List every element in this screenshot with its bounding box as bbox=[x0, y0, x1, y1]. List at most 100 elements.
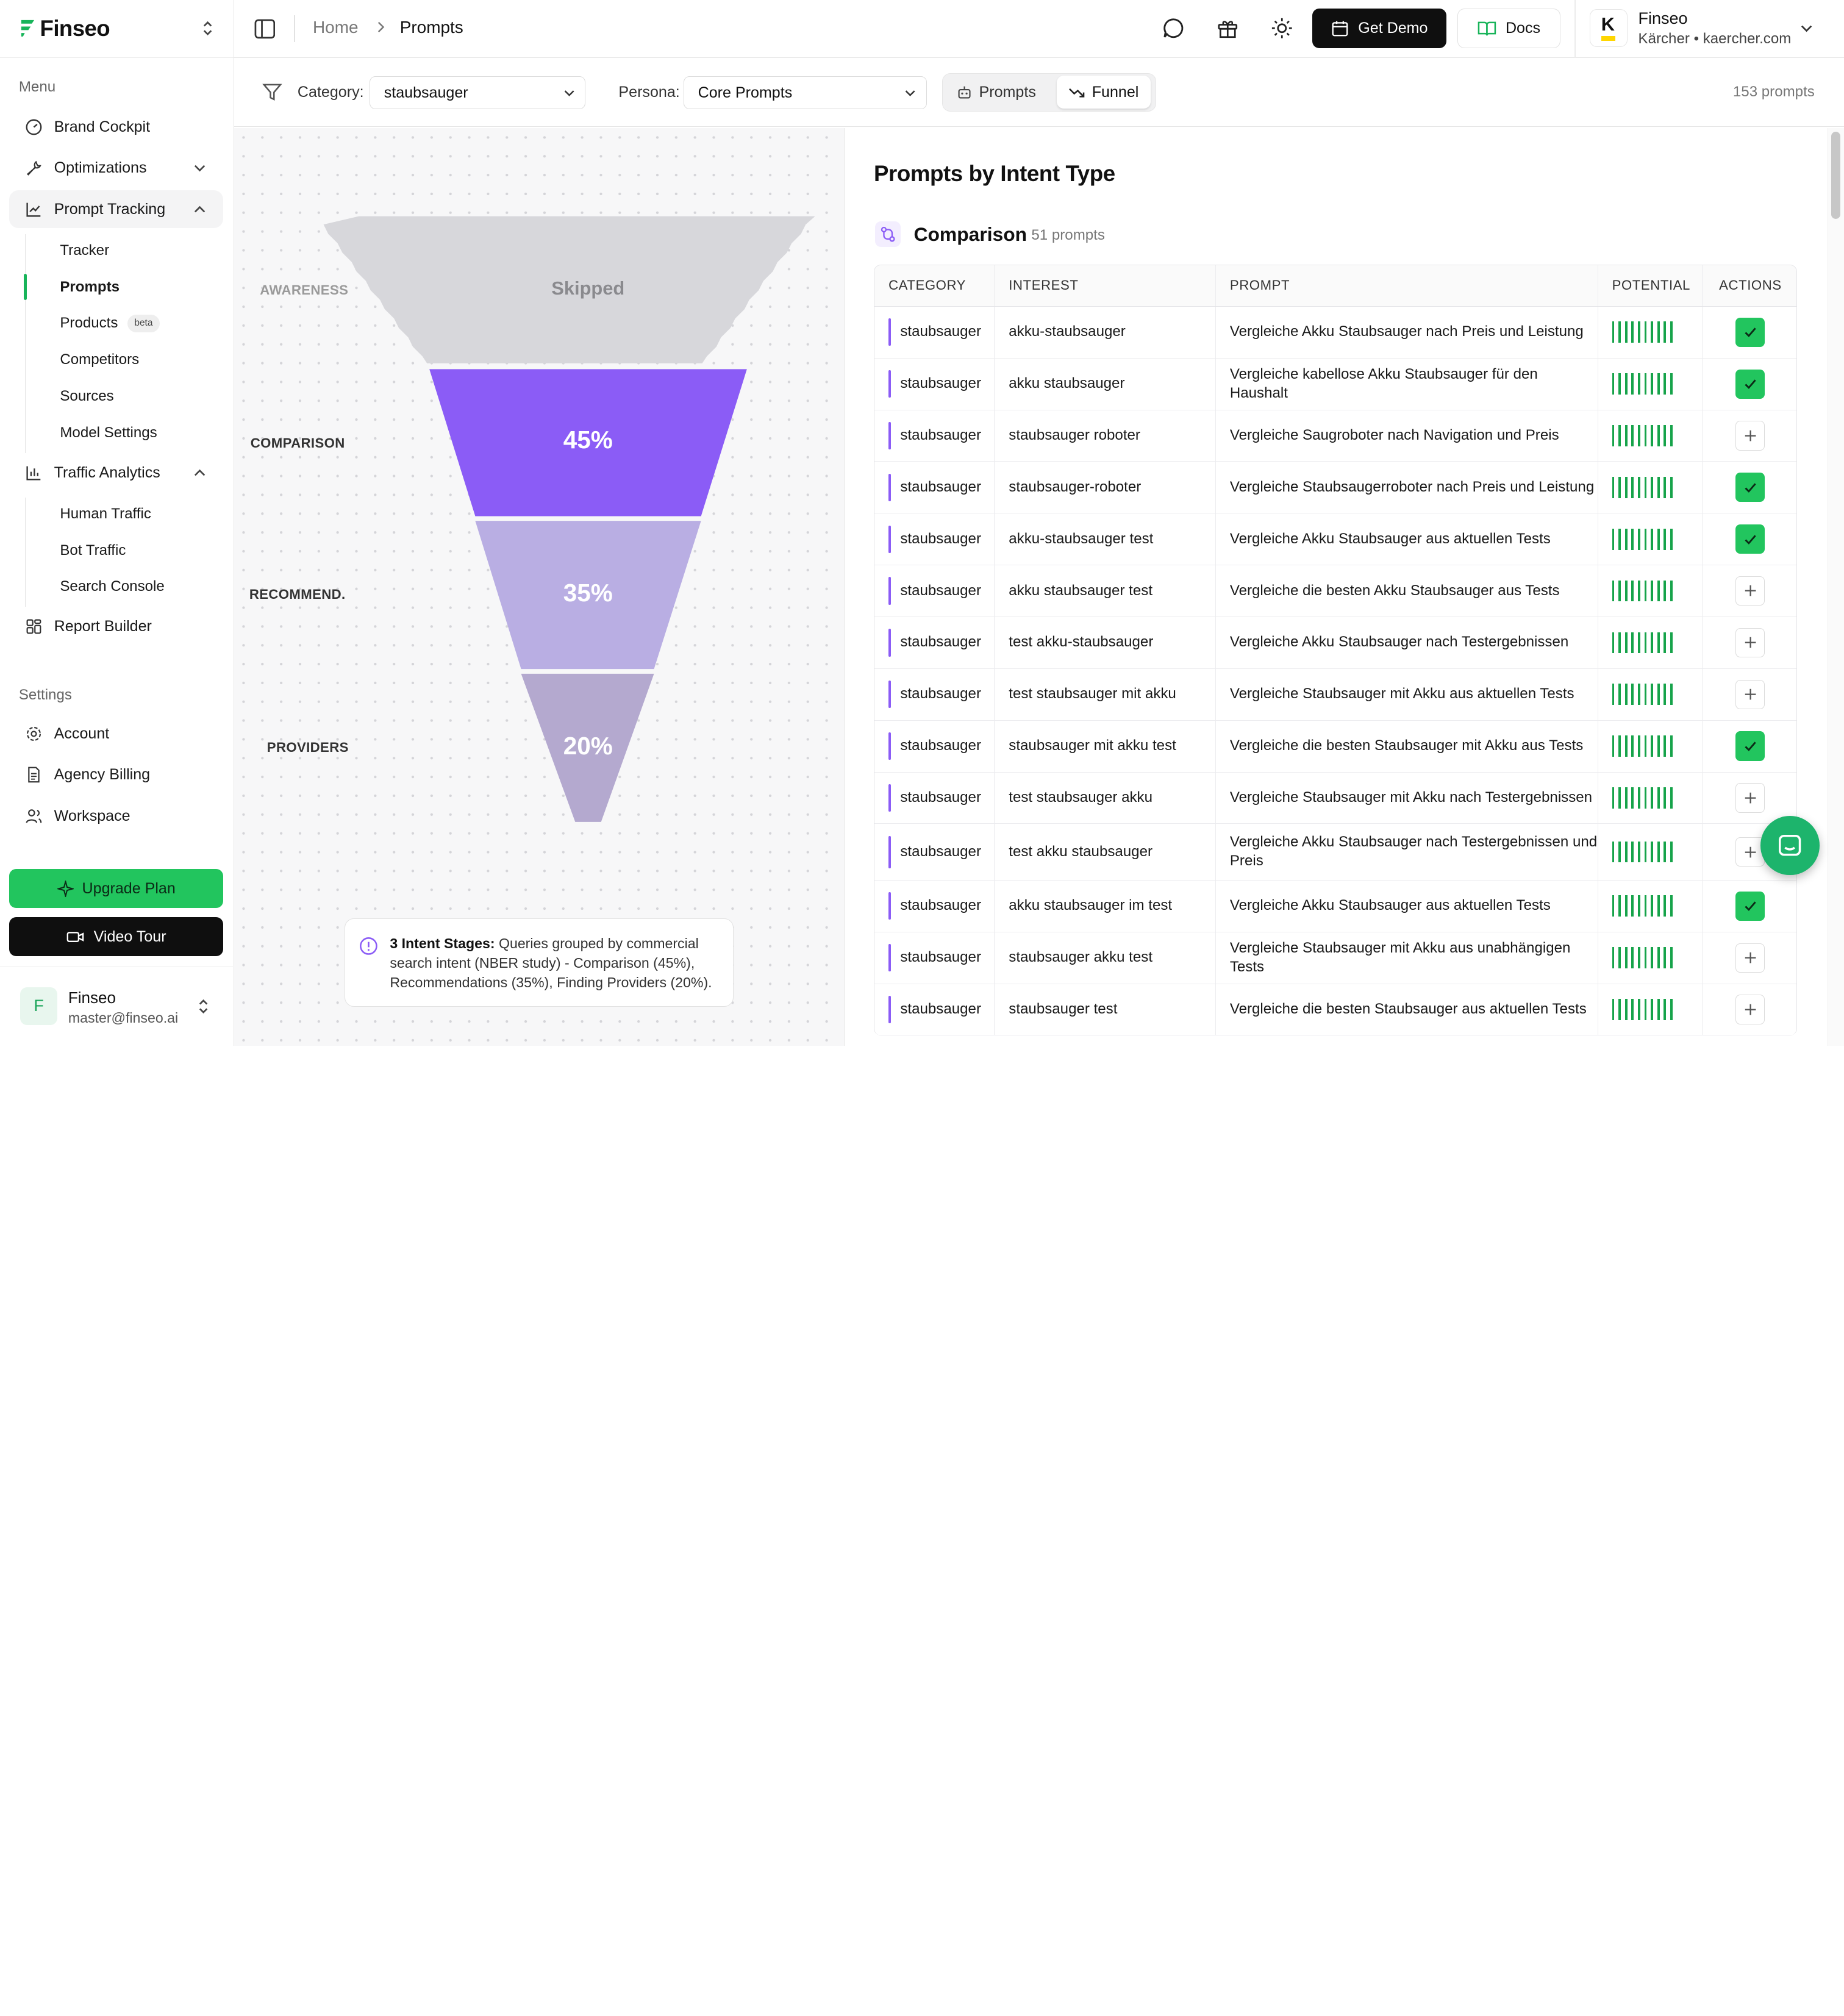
column-header-prompt[interactable]: PROMPT bbox=[1215, 265, 1598, 307]
docs-button[interactable]: Docs bbox=[1457, 8, 1561, 49]
support-chat-button[interactable] bbox=[1760, 816, 1820, 875]
column-header-interest[interactable]: INTEREST bbox=[994, 265, 1216, 307]
sidebar-item-brand-cockpit[interactable]: Brand Cockpit bbox=[9, 108, 223, 146]
potential-bar bbox=[1664, 373, 1667, 395]
add-prompt-button[interactable] bbox=[1735, 627, 1765, 657]
potential-meter bbox=[1612, 632, 1703, 654]
divider bbox=[1574, 0, 1576, 58]
category-value: staubsauger bbox=[384, 84, 468, 101]
sidebar-item-model-settings[interactable]: Model Settings bbox=[60, 424, 157, 441]
sidebar-item-competitors[interactable]: Competitors bbox=[60, 351, 140, 368]
potential-bar bbox=[1631, 841, 1634, 863]
sidebar-item-search-console[interactable]: Search Console bbox=[60, 578, 165, 595]
check-icon bbox=[1745, 534, 1756, 545]
get-demo-button[interactable]: Get Demo bbox=[1312, 8, 1447, 49]
sidebar-item-prompts[interactable]: Prompts bbox=[60, 278, 120, 295]
potential-bar bbox=[1638, 684, 1640, 706]
sidebar-item-sources[interactable]: Sources bbox=[60, 387, 114, 404]
add-prompt-button[interactable] bbox=[1735, 995, 1765, 1024]
add-prompt-button[interactable] bbox=[1735, 576, 1765, 606]
gift-icon[interactable] bbox=[1216, 16, 1240, 40]
app-root: Finseo Menu Brand Cockpit Optimizations bbox=[0, 0, 1844, 1046]
cell-category: staubsauger bbox=[874, 306, 995, 359]
potential-bar bbox=[1644, 841, 1647, 863]
potential-bar bbox=[1670, 841, 1673, 863]
potential-bar bbox=[1657, 841, 1660, 863]
potential-bar bbox=[1644, 947, 1647, 969]
stage-value-awareness: Skipped bbox=[551, 277, 625, 299]
robot-icon bbox=[958, 86, 971, 99]
user-menu[interactable]: F Finseo master@finseo.ai bbox=[0, 967, 233, 1045]
sidebar-item-account[interactable]: Account bbox=[9, 715, 223, 753]
scrollbar[interactable] bbox=[1828, 128, 1844, 1046]
sidebar-item-agency-billing[interactable]: Agency Billing bbox=[9, 756, 223, 794]
plus-icon bbox=[1745, 1004, 1756, 1015]
added-check-button[interactable] bbox=[1735, 369, 1765, 399]
cell-potential bbox=[1598, 772, 1703, 824]
table-header: CATEGORY INTEREST PROMPT POTENTIAL ACTIO… bbox=[874, 265, 1796, 307]
added-check-button[interactable] bbox=[1735, 731, 1765, 761]
brand-header[interactable]: Finseo bbox=[0, 0, 234, 58]
sidebar-item-bot-traffic[interactable]: Bot Traffic bbox=[60, 542, 126, 559]
workspace-switch-icon[interactable] bbox=[201, 19, 215, 38]
sidebar-item-products[interactable]: Products beta bbox=[60, 312, 160, 335]
potential-bar bbox=[1651, 895, 1654, 917]
sidebar-item-human-traffic[interactable]: Human Traffic bbox=[60, 505, 151, 522]
cell-actions bbox=[1702, 565, 1796, 617]
breadcrumb-home[interactable]: Home bbox=[312, 17, 359, 37]
add-prompt-button[interactable] bbox=[1735, 837, 1765, 867]
upgrade-plan-button[interactable]: Upgrade Plan bbox=[9, 869, 224, 908]
scrollbar-thumb[interactable] bbox=[1831, 131, 1841, 219]
sidebar-item-workspace[interactable]: Workspace bbox=[9, 798, 223, 835]
sidebar-item-label: Account bbox=[54, 724, 110, 742]
sidebar-item-report-builder[interactable]: Report Builder bbox=[9, 608, 223, 646]
sidebar-item-tracker[interactable]: Tracker bbox=[60, 241, 110, 259]
potential-bar bbox=[1664, 841, 1667, 863]
tab-funnel[interactable]: Funnel bbox=[1056, 76, 1151, 109]
cell-potential bbox=[1598, 932, 1703, 984]
chat-icon[interactable] bbox=[1162, 16, 1185, 40]
potential-bar bbox=[1624, 425, 1628, 446]
video-tour-button[interactable]: Video Tour bbox=[9, 917, 224, 956]
sidebar-item-optimizations[interactable]: Optimizations bbox=[9, 149, 223, 187]
category-text: staubsauger bbox=[900, 788, 981, 806]
sidebar-toggle-icon[interactable] bbox=[254, 19, 276, 39]
added-check-button[interactable] bbox=[1735, 524, 1765, 554]
stage-value-comparison: 45% bbox=[563, 426, 613, 454]
potential-meter bbox=[1612, 580, 1703, 602]
potential-bar bbox=[1670, 999, 1673, 1020]
added-check-button[interactable] bbox=[1735, 891, 1765, 921]
add-prompt-button[interactable] bbox=[1735, 943, 1765, 973]
cell-actions bbox=[1702, 617, 1796, 669]
cell-actions bbox=[1702, 358, 1796, 410]
potential-meter bbox=[1612, 477, 1703, 498]
add-prompt-button[interactable] bbox=[1735, 421, 1765, 451]
sidebar-item-prompt-tracking[interactable]: Prompt Tracking bbox=[9, 190, 224, 229]
potential-bar bbox=[1638, 787, 1640, 809]
potential-bar bbox=[1631, 999, 1634, 1020]
calendar-icon bbox=[1332, 21, 1348, 37]
potential-bar bbox=[1618, 425, 1621, 446]
column-header-category[interactable]: CATEGORY bbox=[874, 265, 995, 307]
sidebar-item-traffic-analytics[interactable]: Traffic Analytics bbox=[9, 454, 223, 491]
category-marker bbox=[888, 421, 891, 450]
potential-bar bbox=[1631, 580, 1634, 602]
potential-bar bbox=[1657, 895, 1660, 917]
cell-interest: test akku staubsauger bbox=[994, 823, 1216, 881]
potential-bar bbox=[1664, 632, 1667, 654]
potential-bar bbox=[1664, 735, 1667, 757]
sun-icon[interactable] bbox=[1270, 16, 1294, 40]
add-prompt-button[interactable] bbox=[1735, 783, 1765, 813]
tab-prompts[interactable]: Prompts bbox=[945, 76, 1048, 109]
category-select[interactable]: staubsauger bbox=[369, 76, 586, 110]
added-check-button[interactable] bbox=[1735, 317, 1765, 347]
potential-bar bbox=[1612, 787, 1615, 809]
added-check-button[interactable] bbox=[1735, 473, 1765, 502]
potential-bar bbox=[1631, 632, 1634, 654]
cell-category: staubsauger bbox=[874, 772, 995, 824]
add-prompt-button[interactable] bbox=[1735, 679, 1765, 709]
column-header-potential[interactable]: POTENTIAL bbox=[1598, 265, 1703, 307]
persona-select[interactable]: Core Prompts bbox=[683, 76, 927, 110]
category-text: staubsauger bbox=[900, 843, 981, 860]
potential-bar bbox=[1664, 947, 1667, 969]
